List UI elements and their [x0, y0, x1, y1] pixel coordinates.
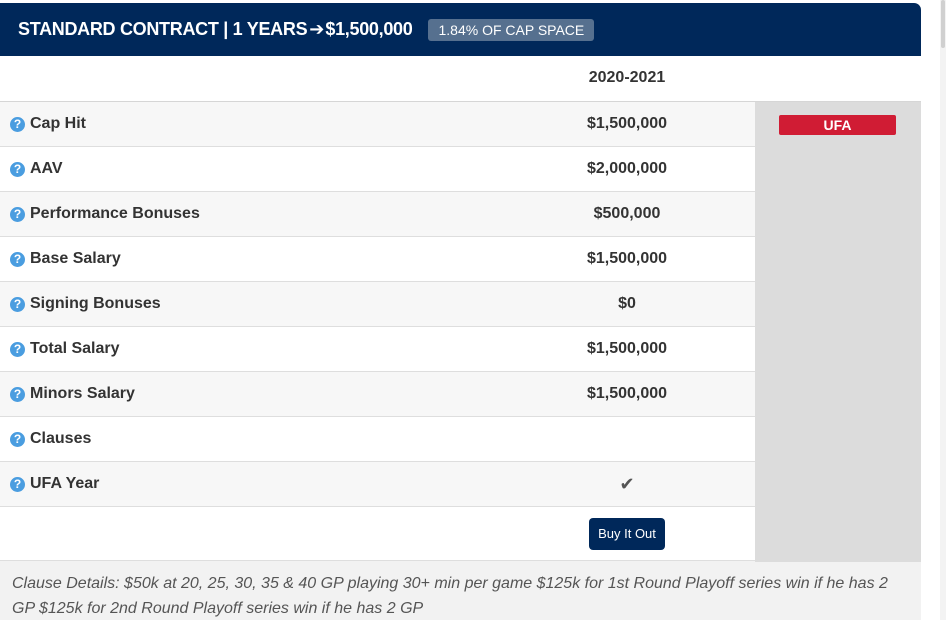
help-icon[interactable]: ?: [10, 341, 25, 357]
contract-header: STANDARD CONTRACT | 1 YEARS ➔ $1,500,000…: [0, 3, 921, 56]
row-total-salary: ? Total Salary $1,500,000: [0, 327, 921, 372]
row-value: $1,500,000: [586, 385, 668, 402]
arrow-right-icon: ➔: [309, 19, 325, 39]
cap-space-badge: 1.84% OF CAP SPACE: [428, 18, 595, 41]
clause-details: Clause Details: $50k at 20, 25, 30, 35 &…: [0, 561, 921, 620]
contract-amount: $1,500,000: [325, 19, 413, 39]
row-aav: ? AAV $2,000,000: [0, 147, 921, 192]
buy-it-out-button[interactable]: Buy It Out: [589, 517, 665, 550]
help-icon[interactable]: ?: [10, 476, 25, 492]
row-value: $1,500,000: [586, 250, 668, 267]
help-icon[interactable]: ?: [10, 296, 25, 312]
contract-title: STANDARD CONTRACT | 1 YEARS: [18, 19, 308, 39]
row-label: UFA Year: [30, 475, 100, 492]
row-value: $0: [618, 295, 636, 312]
season-header-spacer: [0, 56, 500, 101]
row-label: Cap Hit: [30, 115, 86, 132]
season-header-row: 2020-2021: [0, 56, 921, 102]
ufa-status-badge: UFA: [779, 115, 896, 135]
row-label: Signing Bonuses: [30, 295, 161, 312]
status-column: UFA: [755, 102, 921, 562]
row-base-salary: ? Base Salary $1,500,000: [0, 237, 921, 282]
row-label: Total Salary: [30, 340, 120, 357]
help-icon[interactable]: ?: [10, 386, 25, 402]
row-label: Base Salary: [30, 250, 121, 267]
row-label: AAV: [30, 160, 63, 177]
row-value: $1,500,000: [586, 115, 668, 132]
row-label: Minors Salary: [30, 385, 135, 402]
help-icon[interactable]: ?: [10, 161, 25, 177]
contract-rows: UFA ? Cap Hit $1,500,000 ? AAV $2,000,000 …: [0, 102, 921, 562]
contract-card: STANDARD CONTRACT | 1 YEARS ➔ $1,500,000…: [0, 3, 921, 620]
help-icon[interactable]: ?: [10, 116, 25, 132]
row-value: $500,000: [593, 205, 661, 222]
row-label: Clauses: [30, 430, 92, 447]
row-value: $1,500,000: [586, 340, 668, 357]
row-label: Performance Bonuses: [30, 205, 200, 222]
row-value: [500, 417, 754, 461]
checkmark-icon: ✔: [619, 473, 635, 494]
scrollbar[interactable]: [940, 0, 946, 620]
help-icon[interactable]: ?: [10, 206, 25, 222]
help-icon[interactable]: ?: [10, 251, 25, 267]
row-clauses: ? Clauses: [0, 417, 921, 462]
help-icon[interactable]: ?: [10, 431, 25, 447]
scrollbar-thumb[interactable]: [941, 0, 945, 48]
season-header: 2020-2021: [588, 69, 666, 86]
buyout-row: Buy It Out: [0, 507, 921, 561]
status-column-footer: [755, 507, 921, 561]
row-value: $2,000,000: [586, 160, 668, 177]
